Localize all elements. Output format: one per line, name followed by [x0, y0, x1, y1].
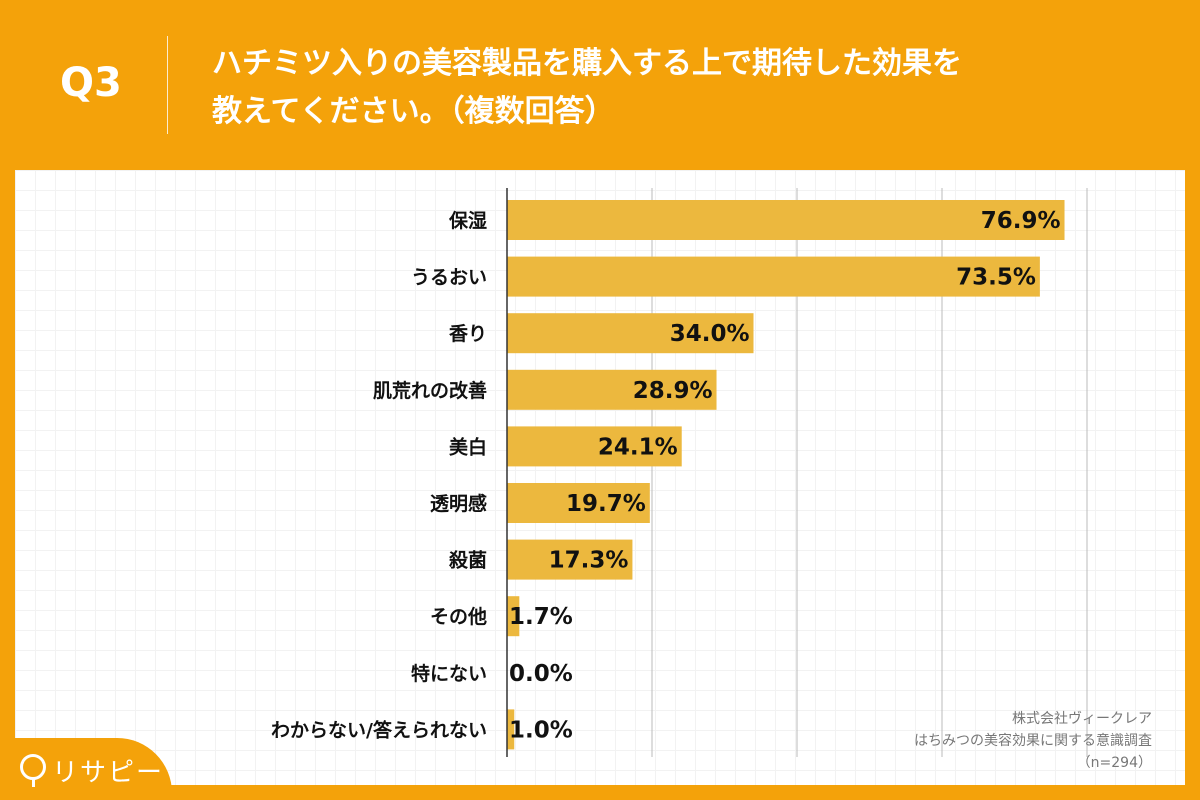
category-label: 殺菌 — [448, 549, 487, 572]
value-label: 73.5% — [956, 265, 1036, 291]
bar — [507, 539, 633, 580]
value-label: 76.9% — [981, 208, 1061, 234]
header-divider — [167, 36, 168, 134]
bar — [507, 426, 682, 467]
category-label: 美白 — [449, 435, 487, 458]
source-survey: はちみつの美容効果に関する意識調査 — [914, 733, 1152, 749]
title-line-1: ハチミツ入りの美容製品を購入する上で期待した効果を — [212, 46, 962, 81]
bar — [507, 596, 520, 637]
category-label: 透明感 — [430, 492, 487, 515]
value-label: 1.7% — [509, 604, 573, 630]
bar — [507, 709, 515, 750]
value-label: 17.3% — [549, 548, 629, 574]
question-number: Q3 — [60, 60, 122, 106]
page-title: ハチミツ入りの美容製品を購入する上で期待した効果を 教えてください。（複数回答） — [212, 40, 1152, 136]
title-line-2: 教えてください。（複数回答） — [212, 94, 615, 129]
category-label: 肌荒れの改善 — [373, 379, 487, 402]
value-label: 34.0% — [670, 321, 750, 347]
category-label: 保湿 — [448, 209, 487, 232]
pin-icon — [20, 754, 46, 787]
bar — [507, 256, 1040, 297]
value-label: 24.1% — [598, 434, 678, 460]
value-label: 1.0% — [509, 717, 573, 743]
sample-size: （n=294） — [1076, 755, 1152, 771]
category-label: その他 — [430, 605, 487, 628]
source-company: 株式会社ヴィークレア — [1012, 711, 1152, 727]
bar — [507, 369, 717, 410]
bar — [507, 483, 650, 523]
category-label: 香り — [448, 323, 487, 345]
logo: リサピー — [0, 738, 172, 800]
category-label: 特にない — [411, 663, 487, 685]
category-label: うるおい — [411, 267, 487, 289]
value-label: 19.7% — [566, 491, 646, 517]
value-label: 0.0% — [509, 661, 573, 687]
bar — [507, 313, 754, 354]
bar — [507, 200, 1065, 240]
category-label: わからない/答えられない — [271, 718, 487, 741]
value-label: 28.9% — [633, 378, 713, 404]
logo-text: リサピー — [52, 758, 165, 788]
source-note: 株式会社ヴィークレア はちみつの美容効果に関する意識調査 （n=294） — [914, 708, 1152, 774]
